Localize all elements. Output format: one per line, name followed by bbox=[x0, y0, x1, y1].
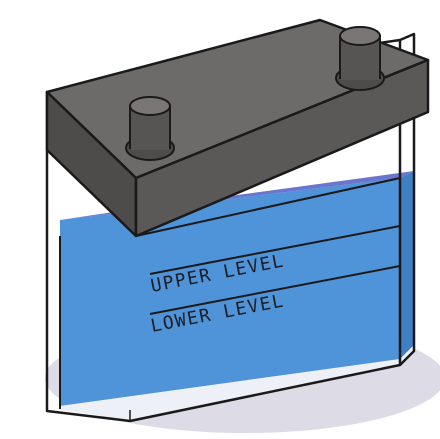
upper-level-line bbox=[149, 225, 401, 275]
fill-indicator-line bbox=[135, 177, 401, 237]
lid-long-side bbox=[134, 58, 430, 238]
terminal-positive bbox=[335, 26, 385, 91]
electrolyte-side bbox=[400, 171, 414, 359]
case-bottom-glass bbox=[60, 345, 414, 420]
case-side-outline bbox=[399, 32, 416, 366]
terminal-negative bbox=[125, 96, 175, 161]
lower-level-line bbox=[149, 265, 401, 315]
